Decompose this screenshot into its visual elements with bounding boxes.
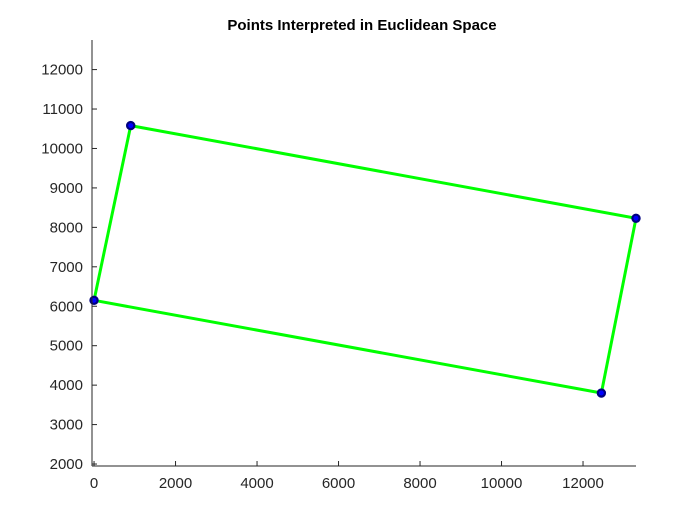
y-tick-label: 11000 [42,101,83,118]
chart-title: Points Interpreted in Euclidean Space [227,17,496,34]
y-tick-label: 10000 [41,140,83,157]
y-tick-label: 6000 [50,298,83,315]
plot-area [89,120,641,398]
polygon-edge [599,217,638,394]
polygon-edge [130,124,637,220]
x-tick-label: 4000 [240,475,273,492]
x-tick-label: 6000 [322,475,355,492]
y-tick-label: 5000 [50,338,83,355]
y-tick-label: 9000 [50,180,83,197]
axes: 2000 3000 4000 5000 6000 7000 8000 9000 10000 110… [41,40,636,492]
x-tick-label: 10000 [481,475,523,492]
x-tick-label: 8000 [403,475,436,492]
data-point [631,213,641,223]
y-tick-label: 4000 [50,377,83,394]
data-point [596,388,607,398]
x-tick-label: 2000 [159,475,192,492]
polygon-edge [92,125,133,301]
y-tick-label: 2000 [50,456,83,473]
polygon-edge [93,298,602,395]
y-tick-label: 8000 [50,219,83,236]
x-tick-label: 0 [90,475,98,492]
data-point [126,120,136,131]
y-tick-label: 7000 [50,259,83,276]
y-tick-label: 12000 [41,62,83,79]
y-tick-label: 3000 [50,417,83,434]
x-tick-label: 12000 [562,475,604,492]
